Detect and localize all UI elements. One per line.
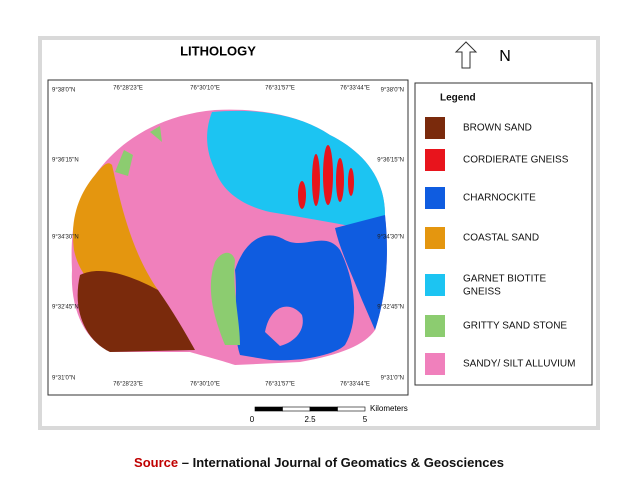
lon-label: 76°31'57"E <box>265 382 295 388</box>
scale-label: 5 <box>363 415 368 424</box>
lon-label: 76°28'23"E <box>113 382 143 388</box>
lat-label: 9°34'30"N <box>377 235 404 241</box>
legend-label: SANDY/ SILT ALLUVIUM <box>463 359 575 370</box>
lithology-region <box>336 158 344 202</box>
lon-label: 76°30'10"E <box>190 86 220 92</box>
legend-label: GARNET BIOTITE <box>463 274 546 285</box>
lat-label: 9°38'0"N <box>52 88 75 94</box>
lithology-region <box>265 306 303 346</box>
scale-label: 0 <box>250 415 255 424</box>
lithology-region <box>115 150 133 176</box>
lithology-region <box>335 215 387 330</box>
lat-label: 9°31'0"N <box>381 376 404 382</box>
source-label: Source <box>134 455 179 470</box>
lat-label: 9°38'0"N <box>381 88 404 94</box>
lithology-region <box>323 145 333 205</box>
lithology-region <box>298 181 306 209</box>
scale-segment <box>282 406 311 412</box>
legend-label: COASTAL SAND <box>463 233 539 244</box>
north-label: N <box>499 48 511 65</box>
legend-label: BROWN SAND <box>463 123 532 134</box>
lat-label: 9°36'15"N <box>52 158 79 164</box>
map-title: LITHOLOGY <box>180 43 256 58</box>
lon-label: 76°33'44"E <box>340 382 370 388</box>
legend-swatch <box>425 117 445 139</box>
map-figure: LITHOLOGY N 76°28'23"E 76°28'23"E 76°30'10… <box>38 36 600 430</box>
lat-label: 9°34'30"N <box>52 235 79 241</box>
legend-label: CORDIERATE GNEISS <box>463 155 569 166</box>
lithology-region <box>235 235 355 361</box>
scale-segment <box>337 406 366 412</box>
lon-label: 76°30'10"E <box>190 382 220 388</box>
legend-title: Legend <box>440 93 476 104</box>
source-line: Source – International Journal of Geomat… <box>0 455 638 470</box>
legend-swatch <box>425 187 445 209</box>
legend-label: CHARNOCKITE <box>463 193 536 204</box>
scale-unit: Kilometers <box>370 404 408 413</box>
lat-label: 9°32'45"N <box>377 305 404 311</box>
legend-swatch <box>425 149 445 171</box>
lat-label: 9°31'0"N <box>52 376 75 382</box>
scale-segment <box>254 406 283 412</box>
lon-label: 76°31'57"E <box>265 86 295 92</box>
lithology-region <box>348 168 354 196</box>
lithology-region <box>150 126 162 142</box>
lithology-region <box>210 252 240 345</box>
lithology-region <box>77 270 195 352</box>
legend-label: GRITTY SAND STONE <box>463 321 567 332</box>
scale-segment <box>309 406 338 412</box>
lat-label: 9°36'15"N <box>377 158 404 164</box>
source-text: – International Journal of Geomatics & G… <box>178 455 504 470</box>
legend-swatch <box>425 227 445 249</box>
legend-label: GNEISS <box>463 287 501 298</box>
scale-label: 2.5 <box>304 415 316 424</box>
legend-swatch <box>425 315 445 337</box>
lon-label: 76°33'44"E <box>340 86 370 92</box>
lon-label: 76°28'23"E <box>113 86 143 92</box>
legend-swatch <box>425 353 445 375</box>
lat-label: 9°32'45"N <box>52 305 79 311</box>
lithology-region <box>312 154 320 206</box>
legend-swatch <box>425 274 445 296</box>
north-arrow <box>454 41 478 69</box>
lithology-region <box>72 163 158 300</box>
